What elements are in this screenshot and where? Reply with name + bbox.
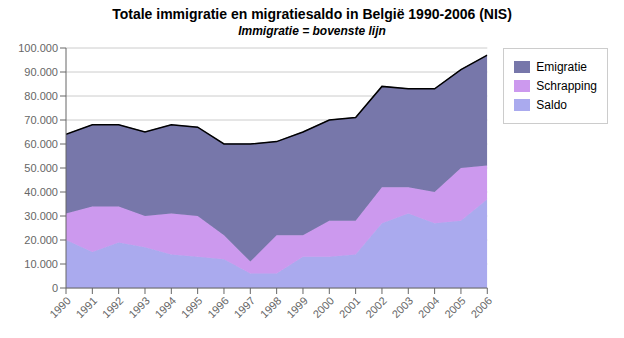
- svg-text:1997: 1997: [231, 294, 257, 320]
- html-text:Schrapping: Schrapping: [536, 79, 597, 93]
- html-text:Emigratie: Emigratie: [536, 60, 587, 74]
- svg-text:20.000: 20.000: [24, 234, 58, 246]
- svg-text:90.000: 90.000: [24, 66, 58, 78]
- svg-text:2002: 2002: [363, 294, 389, 320]
- svg-text:100.000: 100.000: [18, 42, 58, 54]
- svg-text:1992: 1992: [100, 294, 126, 320]
- svg-text:70.000: 70.000: [24, 114, 58, 126]
- svg-text:2001: 2001: [337, 294, 363, 320]
- svg-text:10.000: 10.000: [24, 258, 58, 270]
- html-text:Immigratie = bovenste lijn: Immigratie = bovenste lijn: [238, 24, 386, 38]
- svg-text:2000: 2000: [310, 294, 336, 320]
- svg-text:1999: 1999: [284, 294, 310, 320]
- svg-text:2003: 2003: [389, 294, 415, 320]
- html-text:Saldo: Saldo: [536, 98, 567, 112]
- svg-text:1993: 1993: [126, 294, 152, 320]
- svg-text:1998: 1998: [258, 294, 284, 320]
- svg-text:1995: 1995: [179, 294, 205, 320]
- svg-text:50.000: 50.000: [24, 162, 58, 174]
- svg-text:2005: 2005: [442, 294, 468, 320]
- svg-text:80.000: 80.000: [24, 90, 58, 102]
- svg-text:2004: 2004: [416, 294, 442, 320]
- svg-text:40.000: 40.000: [24, 186, 58, 198]
- html-text:Totale immigratie en migraties: Totale immigratie en migratiesaldo in Be…: [112, 6, 512, 22]
- svg-text:1991: 1991: [73, 294, 99, 320]
- svg-text:60.000: 60.000: [24, 138, 58, 150]
- svg-text:1996: 1996: [205, 294, 231, 320]
- svg-text:1990: 1990: [47, 294, 73, 320]
- svg-text:30.000: 30.000: [24, 210, 58, 222]
- svg-text:0: 0: [52, 282, 58, 294]
- svg-text:1994: 1994: [152, 294, 178, 320]
- svg-text:2006: 2006: [468, 294, 494, 320]
